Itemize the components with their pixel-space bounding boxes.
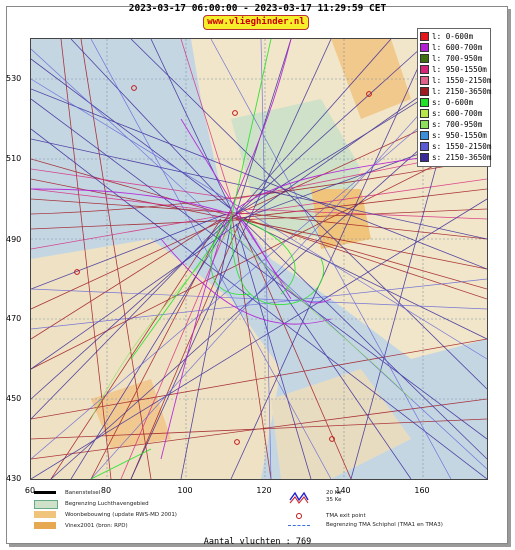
legend-item: l: 1550-2150m [420, 75, 491, 86]
legend-item: l: 0-600m [420, 31, 488, 42]
tracks-lightgreen [90, 228, 412, 420]
legend-item: s: 600-700m [420, 108, 488, 119]
legend-item: s: 2150-3650m [420, 152, 491, 163]
legend-item: l: 600-700m [420, 42, 488, 53]
land-area [271, 369, 411, 479]
tma-exit-icon [296, 513, 302, 519]
x-tick-label: 120 [256, 486, 272, 495]
legend-item: s: 1550-2150m [420, 141, 491, 152]
vinex-swatch [34, 522, 56, 529]
map-key: Banenstelsel Begrenzing Luchthavengebied… [30, 484, 486, 532]
y-tick-label: 470 [6, 314, 22, 323]
y-tick-label: 530 [6, 74, 22, 83]
map-key-label: Vinex2001 (bron: RPD) [65, 523, 128, 529]
map-key-label: Woonbebouwing (update RWS-MD 2001) [65, 512, 177, 518]
legend-item: s: 700-950m [420, 119, 488, 130]
map-key-label: Begrenzing TMA Schiphol (TMA1 en TMA3) [326, 522, 443, 528]
map-svg [31, 39, 487, 479]
x-tick-label: 140 [335, 486, 351, 495]
tracks-low-departure [90, 39, 324, 479]
legend-item: l: 2150-3650m [420, 86, 491, 97]
flight-count: Aantal vluchten : 769 [203, 537, 312, 547]
wind-icon [289, 491, 309, 504]
y-tick-label: 450 [6, 394, 22, 403]
altitude-legend: l: 0-600m l: 600-700m l: 700-950m l: 950… [417, 28, 491, 167]
y-tick-label: 490 [6, 235, 22, 244]
runway-swatch [34, 491, 56, 494]
y-tick-label: 510 [6, 154, 22, 163]
legend-item: s: 950-1550m [420, 130, 488, 141]
x-tick-label: 80 [100, 486, 112, 495]
urban-swatch [34, 511, 56, 518]
tma-exit-points [74, 85, 372, 445]
tracks-high-departure [31, 39, 487, 479]
site-badge[interactable]: www.vlieghinder.nl [203, 15, 309, 30]
x-tick-label: 60 [24, 486, 36, 495]
legend-item: l: 950-1550m [420, 64, 488, 75]
tma-boundary-swatch [288, 525, 310, 526]
legend-item: s: 0-600m [420, 97, 488, 108]
x-tick-label: 100 [177, 486, 193, 495]
flight-track-map[interactable] [30, 38, 488, 480]
map-key-label: TMA exit point [326, 513, 366, 519]
tracks-purple [31, 39, 487, 460]
airport-swatch [34, 500, 58, 509]
map-key-label: Banenstelsel [65, 490, 101, 496]
y-tick-label: 430 [6, 474, 22, 483]
tracks-mid-landing [31, 39, 487, 479]
x-tick-label: 160 [414, 486, 430, 495]
legend-item: l: 700-950m [420, 53, 488, 64]
wind-label: 35 Ke [326, 497, 342, 503]
wind-label: 20 Ke [326, 490, 342, 496]
map-key-label: Begrenzing Luchthavengebied [65, 501, 149, 507]
time-range-title: 2023-03-17 06:00:00 - 2023-03-17 11:29:5… [128, 3, 387, 14]
